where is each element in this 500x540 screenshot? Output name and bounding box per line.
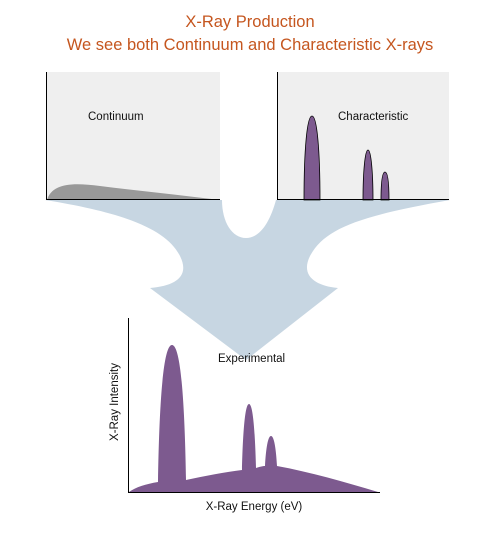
merge-arrow	[45, 200, 450, 360]
experimental-spectrum	[129, 345, 378, 492]
continuum-curve	[47, 184, 220, 200]
x-axis-label: X-Ray Energy (eV)	[206, 501, 303, 513]
characteristic-label: Characteristic	[338, 111, 409, 123]
experimental-label: Experimental	[218, 353, 285, 365]
title-line-1: X-Ray Production	[185, 13, 315, 31]
continuum-panel: Continuum	[46, 72, 220, 200]
characteristic-peak-2	[362, 149, 374, 201]
characteristic-peak-1	[303, 115, 321, 201]
continuum-panel-bg	[46, 72, 220, 200]
characteristic-peak-3	[380, 171, 390, 201]
y-axis-label: X-Ray Intensity	[109, 363, 121, 441]
characteristic-panel: Characteristic	[277, 72, 449, 201]
experimental-panel: Experimental X-Ray Energy (eV) X-Ray Int…	[109, 318, 380, 513]
continuum-label: Continuum	[88, 111, 144, 123]
title-line-2: We see both Continuum and Characteristic…	[66, 36, 434, 54]
